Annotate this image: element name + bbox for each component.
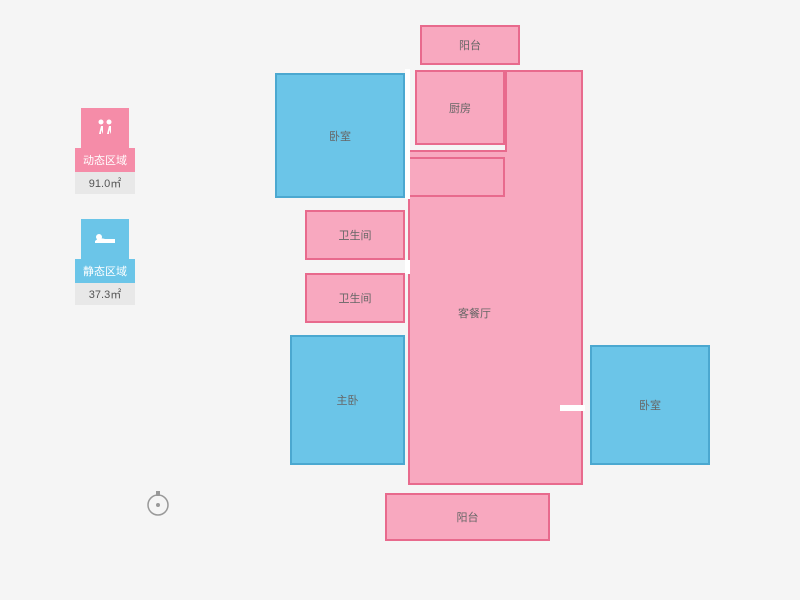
- room-label: 卧室: [639, 397, 661, 413]
- room-厨房: 厨房: [415, 70, 505, 145]
- room-卧室1: 卧室: [275, 73, 405, 198]
- floorplan: 阳台厨房卧室卫生间卫生间客餐厅主卧卧室阳台: [250, 25, 740, 580]
- room-卧室2: 卧室: [590, 345, 710, 465]
- compass-icon: [143, 488, 173, 523]
- room-label: 卫生间: [339, 227, 372, 243]
- room-label: 厨房: [449, 100, 471, 116]
- legend: 动态区域 91.0㎡ 静态区域 37.3㎡: [75, 108, 135, 330]
- door-gap: [405, 260, 410, 274]
- room-label: 卧室: [329, 128, 351, 144]
- room-label-客餐厅: 客餐厅: [458, 305, 491, 321]
- legend-dynamic: 动态区域 91.0㎡: [75, 108, 135, 194]
- room-label: 主卧: [337, 392, 359, 408]
- room-卫生间1: 卫生间: [305, 210, 405, 260]
- door-gap: [560, 405, 585, 411]
- room-main: [408, 150, 583, 485]
- door-gap: [405, 69, 410, 199]
- legend-static-label: 静态区域: [75, 259, 135, 283]
- room-ext: [505, 70, 583, 152]
- legend-static: 静态区域 37.3㎡: [75, 219, 135, 305]
- legend-dynamic-value: 91.0㎡: [75, 172, 135, 194]
- room-阳台2: 阳台: [385, 493, 550, 541]
- legend-static-value: 37.3㎡: [75, 283, 135, 305]
- room-label: 卫生间: [339, 290, 372, 306]
- room-主卧: 主卧: [290, 335, 405, 465]
- room-阳台: 阳台: [420, 25, 520, 65]
- room-卫生间2: 卫生间: [305, 273, 405, 323]
- legend-dynamic-label: 动态区域: [75, 148, 135, 172]
- people-icon: [81, 108, 129, 148]
- room-通道1: [405, 157, 505, 197]
- room-label: 阳台: [459, 37, 481, 53]
- room-label: 阳台: [457, 509, 479, 525]
- sleep-icon: [81, 219, 129, 259]
